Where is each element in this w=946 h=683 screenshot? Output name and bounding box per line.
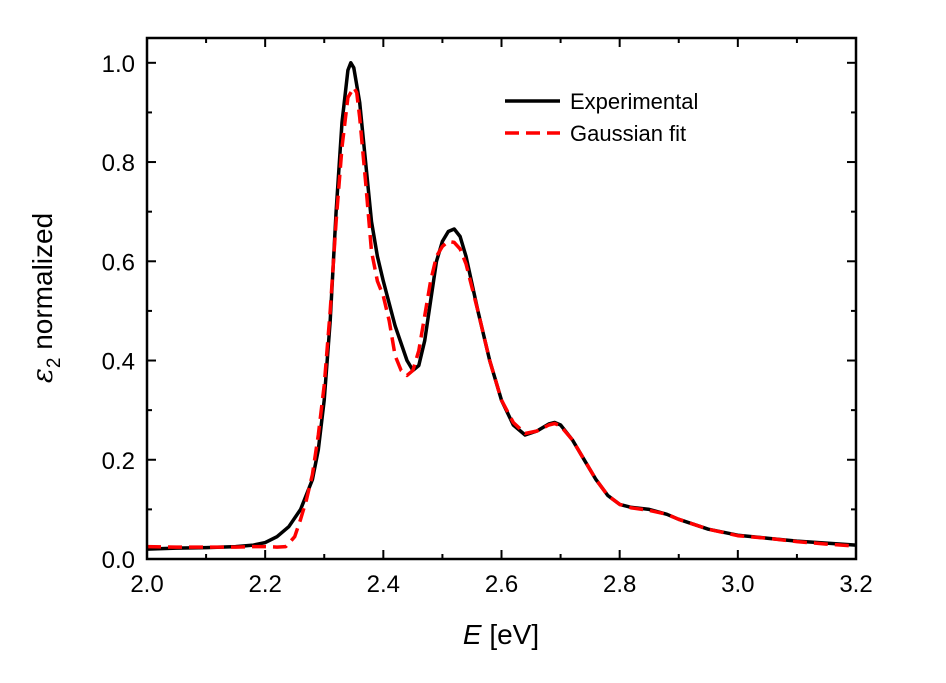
x-tick-label: 2.6 bbox=[485, 571, 518, 598]
y-axis-text: normalized bbox=[27, 213, 58, 358]
y-tick-label: 0.8 bbox=[102, 150, 135, 177]
y-axis-symbol: ε bbox=[26, 368, 59, 383]
x-tick-label: 3.0 bbox=[721, 571, 754, 598]
series-line-gaussian-fit bbox=[147, 85, 856, 549]
y-tick-label: 0.0 bbox=[102, 547, 135, 574]
legend-label-experimental: Experimental bbox=[570, 89, 698, 114]
y-axis-subscript: 2 bbox=[44, 358, 65, 369]
ticks-layer bbox=[146, 38, 857, 560]
series-line-experimental bbox=[147, 61, 856, 551]
x-axis-var: E bbox=[463, 619, 482, 650]
x-axis-label: E [eV] bbox=[463, 619, 539, 650]
y-tick-label: 0.6 bbox=[102, 249, 135, 276]
x-tick-label: 3.2 bbox=[839, 571, 872, 598]
y-tick-label: 0.2 bbox=[102, 448, 135, 475]
x-axis-unit: [eV] bbox=[482, 619, 540, 650]
x-tick-label: 2.2 bbox=[248, 571, 281, 598]
x-tick-label: 2.0 bbox=[130, 571, 163, 598]
y-axis-label: ε2 normalized bbox=[26, 213, 65, 383]
y-tick-label: 1.0 bbox=[102, 51, 135, 78]
plot-frame bbox=[145, 36, 858, 561]
legend-label-gaussian-fit: Gaussian fit bbox=[570, 121, 686, 146]
x-tick-label: 2.4 bbox=[367, 571, 400, 598]
x-tick-label: 2.8 bbox=[603, 571, 636, 598]
series-layer bbox=[147, 61, 856, 551]
legend: Experimental Gaussian fit bbox=[505, 89, 698, 146]
y-tick-label: 0.4 bbox=[102, 349, 135, 376]
tick-labels-layer: 2.0 2.2 2.4 2.6 2.8 3.0 3.2 0.0 0.2 0.4 0.6 0.8 1.0 bbox=[102, 51, 873, 598]
